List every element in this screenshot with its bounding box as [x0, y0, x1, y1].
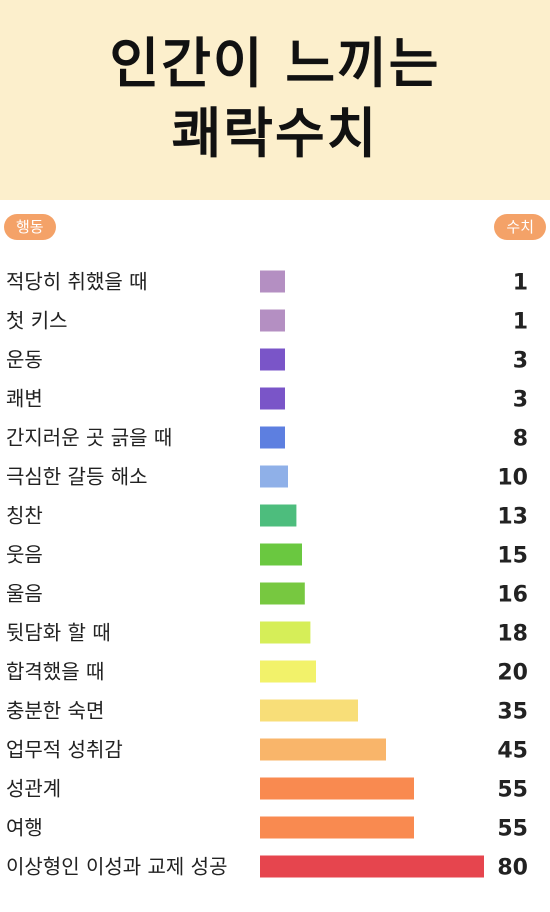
category-label: 간지러운 곳 긁을 때 — [6, 426, 172, 450]
bar — [260, 660, 316, 683]
bar — [260, 504, 297, 527]
value-label: 55 — [497, 778, 528, 803]
value-label: 15 — [497, 544, 528, 569]
value-label: 10 — [497, 466, 528, 491]
value-label: 20 — [497, 661, 528, 686]
category-label: 웃음 — [6, 543, 43, 567]
column-header-value: 수치 — [494, 214, 546, 240]
value-label: 13 — [497, 505, 528, 530]
value-label: 3 — [513, 349, 528, 374]
bar — [260, 699, 358, 722]
bar — [260, 426, 285, 449]
bar — [260, 738, 386, 761]
category-label: 극심한 갈등 해소 — [6, 465, 148, 489]
value-label: 8 — [513, 427, 528, 452]
value-label: 45 — [497, 739, 528, 764]
category-label: 쾌변 — [6, 387, 43, 411]
bar — [260, 582, 305, 605]
category-label: 칭찬 — [6, 504, 43, 528]
bar — [260, 816, 414, 839]
bar — [260, 621, 311, 644]
bar — [260, 465, 288, 488]
value-label: 1 — [513, 271, 528, 296]
category-label: 합격했을 때 — [6, 660, 104, 684]
value-label: 1 — [513, 310, 528, 335]
bar — [260, 309, 285, 332]
title-line-1: 인간이 느끼는 — [109, 32, 441, 95]
category-label: 운동 — [6, 348, 43, 372]
category-label: 충분한 숙면 — [6, 699, 104, 723]
column-header-action: 행동 — [4, 214, 56, 240]
category-label: 첫 키스 — [6, 309, 68, 333]
value-label: 16 — [497, 583, 528, 608]
category-label: 울음 — [6, 582, 43, 606]
bar — [260, 855, 484, 878]
category-label: 업무적 성취감 — [6, 738, 123, 762]
bar — [260, 777, 414, 800]
value-label: 55 — [497, 817, 528, 842]
bar — [260, 270, 285, 293]
category-label: 성관계 — [6, 777, 61, 801]
value-label: 80 — [497, 856, 528, 881]
bar — [260, 348, 285, 371]
category-label: 여행 — [6, 816, 43, 840]
value-label: 3 — [513, 388, 528, 413]
title-line-2: 쾌락수치 — [171, 102, 379, 165]
category-label: 뒷담화 할 때 — [6, 621, 111, 645]
bar — [260, 543, 302, 566]
value-label: 18 — [497, 622, 528, 647]
value-label: 35 — [497, 700, 528, 725]
header-banner: 인간이 느끼는 쾌락수치 — [0, 0, 550, 200]
category-label: 이상형인 이성과 교제 성공 — [6, 855, 227, 879]
bar — [260, 387, 285, 410]
category-label: 적당히 취했을 때 — [6, 270, 148, 294]
